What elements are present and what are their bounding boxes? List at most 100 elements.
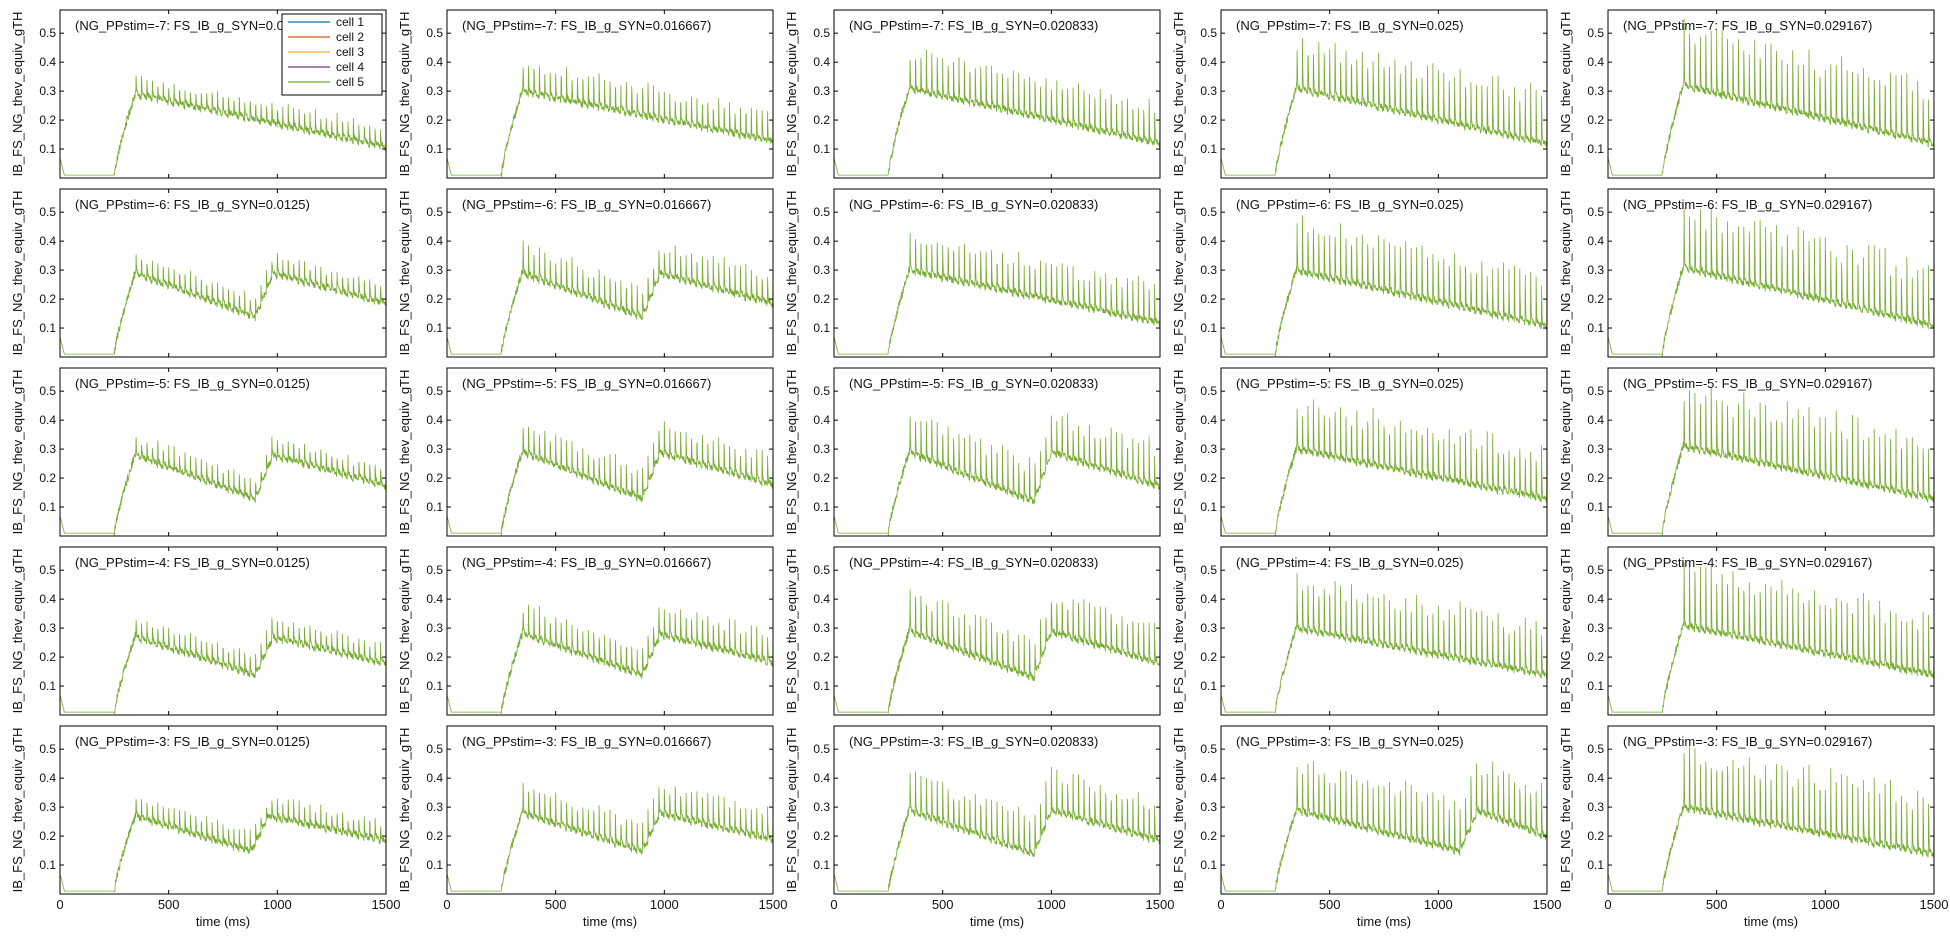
y-tick-label: 0.1 (1587, 679, 1604, 693)
y-tick-label: 0.5 (1200, 205, 1217, 219)
y-tick-label: 0.4 (813, 55, 830, 69)
panel-title: (NG_PPstim=-7: FS_IB_g_SYN=0.029167) (1623, 18, 1872, 33)
y-tick-label: 0.3 (1200, 800, 1217, 814)
series-line-cell-5 (833, 232, 1161, 355)
y-tick-label: 0.1 (1200, 142, 1217, 156)
y-tick-label: 0.2 (426, 292, 443, 306)
x-tick-label: 500 (1319, 897, 1341, 912)
legend-entry: cell 4 (336, 60, 364, 74)
y-tick-label: 0.2 (813, 113, 830, 127)
x-tick-label: 1000 (650, 897, 679, 912)
y-axis-label: IB_FS_NG_thev_equiv_gTH (784, 191, 799, 356)
y-axis-label: IB_FS_NG_thev_equiv_gTH (1171, 728, 1186, 893)
panel-title: (NG_PPstim=-7: FS_IB_g_SYN=0.020833) (849, 18, 1098, 33)
y-tick-label: 0.5 (1587, 205, 1604, 219)
panel: 0.1 0.2 0.3 0.4 0.5 0 500 1000 1500 time (ms) IB_F… (1558, 725, 1949, 929)
y-tick-label: 0.5 (39, 205, 56, 219)
y-tick-label: 0.4 (426, 234, 443, 248)
axes-box (1607, 725, 1935, 895)
y-tick-label: 0.3 (1587, 800, 1604, 814)
y-axis-label: IB_FS_NG_thev_equiv_gTH (1558, 12, 1573, 177)
series-line-cell-5 (59, 253, 387, 355)
panel: 0.1 0.2 0.3 0.4 0.5 IB_FS_NG_thev_equiv_gTH (N… (1171, 546, 1548, 716)
x-tick-label: 0 (1604, 897, 1611, 912)
y-tick-label: 0.2 (426, 113, 443, 127)
y-tick-label: 0.5 (1587, 26, 1604, 40)
y-tick-label: 0.5 (1200, 563, 1217, 577)
axes-box (1220, 367, 1548, 537)
y-axis-label: IB_FS_NG_thev_equiv_gTH (397, 12, 412, 177)
y-tick-label: 0.1 (1200, 500, 1217, 514)
y-tick-label: 0.2 (39, 292, 56, 306)
y-tick-label: 0.3 (39, 621, 56, 635)
axes-box (446, 367, 774, 537)
y-tick-label: 0.3 (813, 263, 830, 277)
y-tick-label: 0.2 (813, 829, 830, 843)
y-tick-label: 0.5 (426, 384, 443, 398)
x-tick-label: 1500 (1146, 897, 1175, 912)
y-tick-label: 0.5 (1200, 384, 1217, 398)
panel-title: (NG_PPstim=-4: FS_IB_g_SYN=0.016667) (462, 555, 711, 570)
y-tick-label: 0.4 (1200, 413, 1217, 427)
y-tick-label: 0.4 (426, 55, 443, 69)
x-tick-label: 0 (830, 897, 837, 912)
y-tick-label: 0.5 (813, 205, 830, 219)
axes-box (833, 367, 1161, 537)
panel: 0.1 0.2 0.3 0.4 0.5 IB_FS_NG_thev_equiv_gTH (N… (397, 546, 774, 716)
panel: 0.1 0.2 0.3 0.4 0.5 IB_FS_NG_thev_equiv_gTH (N… (1558, 367, 1935, 537)
y-tick-label: 0.5 (813, 26, 830, 40)
panel-title: (NG_PPstim=-6: FS_IB_g_SYN=0.016667) (462, 197, 711, 212)
y-tick-label: 0.2 (1587, 650, 1604, 664)
series-line-cell-5 (59, 75, 387, 176)
y-tick-label: 0.3 (1200, 263, 1217, 277)
y-axis-label: IB_FS_NG_thev_equiv_gTH (10, 370, 25, 535)
axes-box (59, 546, 387, 716)
x-tick-label: 0 (56, 897, 63, 912)
x-tick-label: 1000 (1037, 897, 1066, 912)
y-axis-label: IB_FS_NG_thev_equiv_gTH (10, 191, 25, 356)
y-tick-label: 0.3 (1200, 442, 1217, 456)
axes-box (1220, 188, 1548, 358)
panel-title: (NG_PPstim=-4: FS_IB_g_SYN=0.0125) (75, 555, 310, 570)
x-axis-label: time (ms) (970, 914, 1024, 929)
y-tick-label: 0.1 (39, 321, 56, 335)
series-line-cell-5 (833, 49, 1161, 176)
y-tick-label: 0.4 (1587, 771, 1604, 785)
y-tick-label: 0.4 (39, 413, 56, 427)
panel: 0.1 0.2 0.3 0.4 0.5 IB_FS_NG_thev_equiv_gTH (N… (1558, 546, 1935, 716)
y-tick-label: 0.4 (1200, 234, 1217, 248)
y-tick-label: 0.5 (1587, 563, 1604, 577)
y-axis-label: IB_FS_NG_thev_equiv_gTH (10, 12, 25, 177)
x-tick-label: 1000 (263, 897, 292, 912)
x-axis-label: time (ms) (1357, 914, 1411, 929)
y-tick-label: 0.1 (426, 321, 443, 335)
axes-box (1607, 188, 1935, 358)
axes-box (833, 9, 1161, 179)
x-tick-label: 1000 (1424, 897, 1453, 912)
axes-box (59, 367, 387, 537)
y-tick-label: 0.1 (39, 679, 56, 693)
x-tick-label: 1500 (1920, 897, 1949, 912)
y-tick-label: 0.1 (1587, 500, 1604, 514)
y-axis-label: IB_FS_NG_thev_equiv_gTH (1558, 191, 1573, 356)
axes-box (446, 9, 774, 179)
x-axis-label: time (ms) (196, 914, 250, 929)
x-tick-label: 1000 (1811, 897, 1840, 912)
y-tick-label: 0.5 (813, 742, 830, 756)
legend-entry: cell 3 (336, 45, 364, 59)
x-tick-label: 500 (1706, 897, 1728, 912)
y-axis-label: IB_FS_NG_thev_equiv_gTH (397, 728, 412, 893)
axes-box (1607, 367, 1935, 537)
series-line-cell-5 (1220, 572, 1548, 714)
y-tick-label: 0.4 (813, 234, 830, 248)
axes-box (1220, 9, 1548, 179)
x-axis-label: time (ms) (583, 914, 637, 929)
y-tick-label: 0.5 (813, 563, 830, 577)
y-tick-label: 0.1 (813, 500, 830, 514)
axes-box (1607, 9, 1935, 179)
y-tick-label: 0.5 (1587, 742, 1604, 756)
panel-title: (NG_PPstim=-5: FS_IB_g_SYN=0.025) (1236, 376, 1464, 391)
y-tick-label: 0.2 (1200, 113, 1217, 127)
y-tick-label: 0.2 (39, 650, 56, 664)
